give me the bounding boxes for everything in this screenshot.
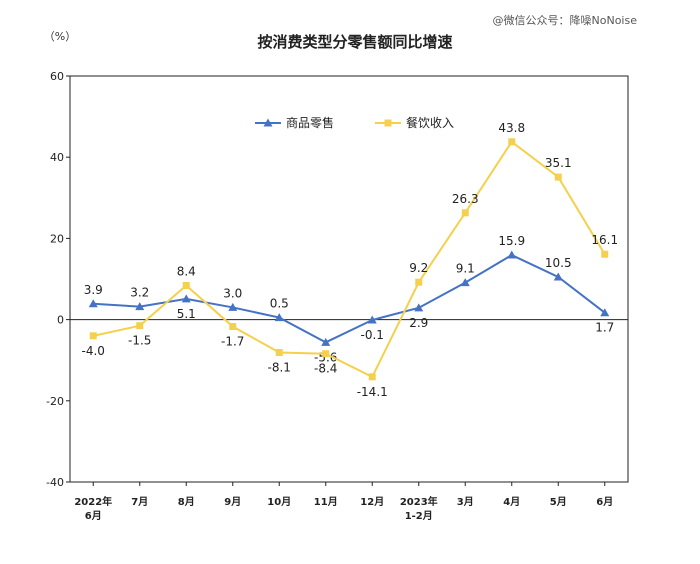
x-tick-label: 2023年 — [400, 495, 438, 508]
data-label: 10.5 — [545, 256, 572, 270]
data-label: 1.7 — [595, 321, 614, 335]
plot-frame — [69, 75, 629, 483]
x-tick-label: 4月 — [503, 496, 520, 508]
axes: -40 -20 0 20 40 60 2022年 6月 7月 8月 9月 10月 11月 12月 2023年… — [46, 70, 629, 522]
data-point — [553, 272, 563, 281]
data-point — [600, 308, 610, 317]
x-tick-label: 6月 — [596, 496, 613, 508]
data-point — [274, 313, 284, 322]
x-tick-label: 12月 — [360, 496, 384, 508]
data-point — [460, 278, 470, 287]
data-point — [322, 350, 330, 358]
data-point — [414, 303, 424, 312]
data-label: 5.1 — [177, 307, 196, 321]
legend-item: 商品零售 — [255, 115, 334, 130]
x-tick-label: 5月 — [550, 496, 567, 508]
data-label: 26.3 — [452, 192, 479, 206]
data-point — [321, 337, 331, 346]
y-tick-label: 60 — [50, 70, 64, 83]
data-point — [368, 373, 376, 381]
data-point — [135, 302, 145, 311]
data-point — [88, 299, 98, 308]
legend: 商品零售 餐饮收入 — [255, 115, 454, 130]
data-point — [89, 332, 97, 340]
legend-label: 餐饮收入 — [406, 115, 454, 130]
legend-item: 餐饮收入 — [375, 115, 454, 130]
data-point — [229, 323, 237, 331]
x-tick-label: 11月 — [314, 496, 338, 508]
x-tick-label: 3月 — [457, 496, 474, 508]
data-label: 3.0 — [223, 286, 242, 300]
legend-label: 商品零售 — [286, 115, 334, 130]
series-line — [93, 140, 606, 379]
data-label: -0.1 — [361, 328, 384, 342]
data-label: 35.1 — [545, 156, 572, 170]
data-point — [601, 250, 609, 258]
series-catering: -4.0-1.58.4-1.7-8.1 -8.4-14.19.226.343.83… — [82, 121, 619, 399]
series-retail: 3.9 3.25.13.00.5-5.6-0.12.99.115.910.51.7 — [84, 234, 615, 364]
series-line — [93, 253, 606, 344]
data-label: 43.8 — [498, 121, 525, 135]
x-tick-label: 2022年 — [74, 495, 112, 508]
data-label: 8.4 — [177, 264, 196, 278]
data-label: -1.7 — [221, 335, 244, 349]
data-label: -14.1 — [357, 385, 388, 399]
data-point — [507, 250, 517, 259]
chart-title: 按消费类型分零售额同比增速 — [257, 33, 452, 51]
watermark: @微信公众号：降噪NoNoise — [493, 13, 638, 27]
data-point — [136, 322, 144, 330]
x-tick-label: 9月 — [224, 496, 241, 508]
data-label: 3.9 — [84, 283, 103, 297]
data-label: -4.0 — [82, 344, 105, 358]
y-unit-label: （%） — [44, 30, 76, 43]
y-tick-label: 20 — [50, 232, 64, 245]
data-point — [415, 278, 423, 286]
data-point — [181, 294, 191, 303]
data-point — [182, 281, 190, 289]
data-label: 16.1 — [591, 233, 618, 247]
data-label: 3.2 — [130, 286, 149, 300]
data-point — [554, 173, 562, 181]
x-tick-label: 1-2月 — [405, 510, 433, 522]
data-label: 9.1 — [456, 262, 475, 276]
data-label: 15.9 — [498, 234, 525, 248]
data-point — [367, 315, 377, 324]
x-tick-label: 8月 — [178, 496, 195, 508]
data-point — [461, 209, 469, 217]
data-label: -8.4 — [314, 362, 337, 376]
x-tick-label: 10月 — [267, 496, 291, 508]
y-tick-label: -40 — [46, 476, 64, 489]
y-tick-label: 0 — [57, 314, 64, 327]
data-point — [508, 138, 516, 146]
data-label: 9.2 — [409, 261, 428, 275]
x-tick-label: 7月 — [131, 496, 148, 508]
data-point — [275, 348, 283, 356]
series-lines: 3.9 3.25.13.00.5-5.6-0.12.99.115.910.51.7… — [82, 121, 619, 399]
data-label: -1.5 — [128, 334, 151, 348]
y-tick-label: -20 — [46, 395, 64, 408]
legend-marker — [384, 119, 392, 127]
y-tick-label: 40 — [50, 151, 64, 164]
data-point — [228, 302, 238, 311]
data-label: 2.9 — [409, 316, 428, 330]
data-label: -8.1 — [268, 360, 291, 374]
x-tick-label: 6月 — [85, 510, 102, 522]
legend-marker — [263, 118, 273, 127]
data-label: 0.5 — [270, 297, 289, 311]
